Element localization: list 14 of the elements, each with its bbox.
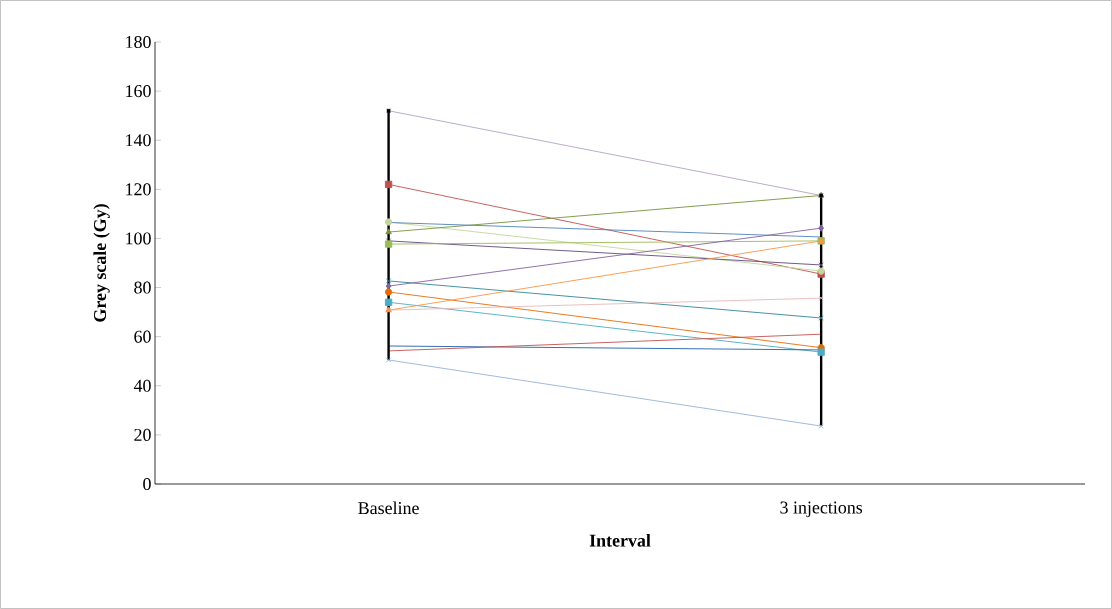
y-tick-label: 100 [126,232,151,245]
y-tick-label: 60 [134,330,151,343]
x-axis-title: Interval [589,534,651,547]
y-tick-label: 160 [126,85,151,98]
x-tick-label: 3 injections [780,501,863,518]
y-tick-label: 180 [126,35,151,49]
y-tick-label: 0 [143,477,151,491]
y-axis-title: Grey scale (Gy) [93,204,110,322]
y-tick-label: 140 [126,134,151,147]
x-tick-label: Baseline [358,501,419,515]
y-tick-label: 20 [134,428,151,441]
y-tick-label: 80 [134,281,151,294]
y-tick-label: 40 [133,379,151,392]
y-tick-label: 120 [126,183,151,196]
